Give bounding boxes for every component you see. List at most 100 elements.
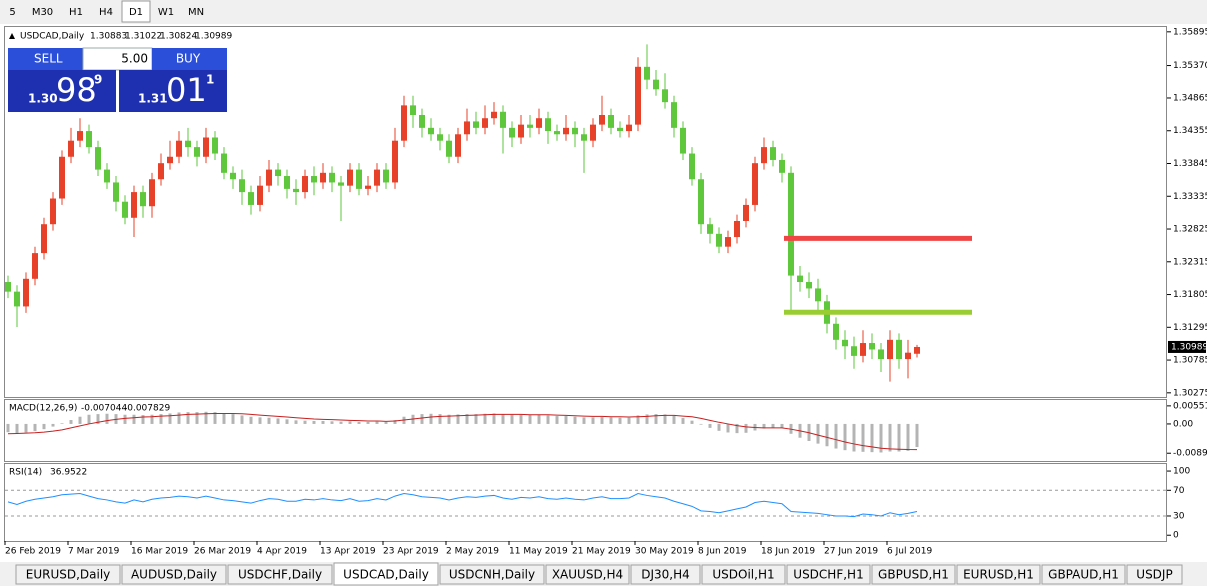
macd-bar <box>321 420 325 424</box>
macd-bar <box>780 423 784 428</box>
macd-panel <box>4 399 1167 462</box>
candle-body <box>41 224 47 254</box>
candle-body <box>590 124 596 141</box>
ohlc-info: 1.30883 <box>90 32 127 42</box>
macd-bar <box>222 413 226 424</box>
tab[interactable] <box>545 564 630 585</box>
macd-bar <box>663 414 667 424</box>
macd-bar <box>420 414 424 424</box>
timeframe-button[interactable]: H1 <box>69 7 83 18</box>
macd-bar <box>600 417 604 424</box>
tab[interactable] <box>701 564 786 585</box>
candle-body <box>230 172 236 180</box>
tab[interactable] <box>439 564 545 585</box>
macd-bar <box>303 420 307 424</box>
candle-body <box>338 182 344 186</box>
rsi-line <box>7 492 918 518</box>
tab-label[interactable]: GBPAUD,H1 <box>1048 568 1119 582</box>
macd-bar <box>384 421 388 424</box>
candle-body <box>626 124 632 132</box>
macd-bar <box>276 418 280 424</box>
candle-body <box>167 156 173 164</box>
tab[interactable] <box>1126 564 1183 585</box>
tab[interactable] <box>121 564 227 585</box>
tab-label[interactable]: EURUSD,Daily <box>26 568 111 582</box>
candle-body <box>743 204 749 221</box>
candle-body <box>257 185 263 205</box>
sell-label[interactable]: SELL <box>34 52 63 66</box>
x-tick-label: 16 Mar 2019 <box>131 547 188 557</box>
x-tick-label: 6 Jul 2019 <box>887 547 932 557</box>
timeframe-button[interactable]: W1 <box>158 7 174 18</box>
tab-label[interactable]: USDCAD,Daily <box>343 568 429 582</box>
tab-label[interactable]: USDCNH,Daily <box>449 568 535 582</box>
tab-label[interactable]: USDOil,H1 <box>712 568 774 582</box>
y-tick-label: 0.00 <box>1173 419 1193 429</box>
lot-value[interactable]: 5.00 <box>121 52 148 66</box>
price-tag-label: 1.30989 <box>1171 342 1207 352</box>
y-tick-label: 1.35370 <box>1173 61 1207 71</box>
tab-label[interactable]: DJ30,H4 <box>641 568 690 582</box>
candle-body <box>122 201 128 218</box>
tab-label[interactable]: USDJP <box>1136 568 1172 582</box>
timeframe-active[interactable] <box>121 0 151 23</box>
tab[interactable] <box>227 564 333 585</box>
y-tick-label: 1.33845 <box>1173 159 1207 169</box>
macd-bar <box>672 415 676 424</box>
candle-body <box>14 291 20 307</box>
y-tick-label: 30 <box>1173 511 1185 521</box>
signal-value: -0.007829 <box>124 404 170 414</box>
tab[interactable] <box>15 564 121 585</box>
macd-bar <box>96 414 100 424</box>
tab[interactable] <box>871 564 956 585</box>
macd-bar <box>519 414 523 424</box>
tab[interactable] <box>786 564 871 585</box>
tab[interactable] <box>333 562 439 586</box>
macd-bar <box>78 416 82 424</box>
sell-button[interactable] <box>8 48 83 70</box>
candle-body <box>410 105 416 116</box>
candle-body <box>779 159 785 173</box>
macd-bar <box>438 414 442 424</box>
candle-body <box>617 127 623 132</box>
tab-label[interactable]: XAUUSD,H4 <box>552 568 623 582</box>
timeframe-button[interactable]: MN <box>188 7 204 18</box>
macd-bar <box>699 423 703 425</box>
timeframe-button[interactable]: M30 <box>32 7 53 18</box>
tab[interactable] <box>630 564 701 585</box>
macd-bar <box>510 414 514 424</box>
tab[interactable] <box>1041 564 1126 585</box>
macd-bar <box>285 419 289 424</box>
tab-label[interactable]: EURUSD,H1 <box>963 568 1034 582</box>
tab[interactable] <box>956 564 1041 585</box>
candle-body <box>392 140 398 183</box>
bid-box[interactable] <box>8 70 116 112</box>
macd-bar <box>618 417 622 424</box>
macd-bar <box>834 423 838 449</box>
x-tick-label: 13 Apr 2019 <box>320 547 376 557</box>
macd-bar <box>474 414 478 424</box>
timeframe-button[interactable]: 5 <box>9 7 15 18</box>
macd-bar <box>465 414 469 424</box>
y-tick-label: 100 <box>1173 467 1190 477</box>
macd-bar <box>393 420 397 424</box>
ask-box[interactable] <box>119 70 227 112</box>
candle-body <box>329 172 335 183</box>
tab-label[interactable]: GBPUSD,H1 <box>878 568 949 582</box>
macd-bar <box>240 415 244 424</box>
candle-body <box>140 192 146 207</box>
buy-label[interactable]: BUY <box>176 52 201 66</box>
tab-label[interactable]: AUDUSD,Daily <box>131 568 217 582</box>
tab-label[interactable]: USDCHF,H1 <box>793 568 863 582</box>
macd-bar <box>501 414 505 424</box>
tab-label[interactable]: USDCHF,Daily <box>238 568 322 582</box>
candle-body <box>896 339 902 360</box>
timeframe-button[interactable]: D1 <box>129 7 143 18</box>
candle-body <box>365 185 371 189</box>
candle-body <box>608 115 614 128</box>
collapse-icon[interactable] <box>9 33 15 39</box>
macd-bar <box>744 423 748 433</box>
buy-button[interactable] <box>152 48 227 70</box>
timeframe-button[interactable]: H4 <box>99 7 113 18</box>
candle-body <box>563 127 569 135</box>
